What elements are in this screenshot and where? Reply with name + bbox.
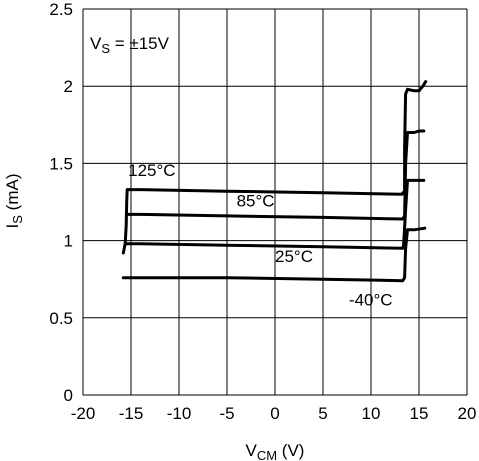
curve-label-1: 85°C: [237, 192, 275, 211]
y-tick-labels: 0 0.5 1 1.5 2 2.5: [49, 0, 73, 405]
supply-annotation: VS = ±15V: [90, 34, 170, 56]
y-axis-title: IS (mA): [3, 174, 25, 229]
series-group: [121, 80, 428, 283]
y-axis-title-rest: (mA): [3, 174, 22, 216]
x-tick-label-6: 10: [362, 404, 381, 423]
supply-annotation-sub: S: [101, 41, 110, 56]
grid: [82, 8, 468, 396]
x-axis-title-rest: (V): [277, 441, 304, 460]
x-tick-label-2: -10: [167, 404, 192, 423]
curve-label-3: -40°C: [349, 290, 393, 309]
x-tick-label-4: 0: [270, 404, 279, 423]
curve-labels: 125°C 85°C 25°C -40°C: [128, 161, 392, 310]
y-tick-label-1: 0.5: [49, 309, 73, 328]
curve-label-2: 25°C: [275, 247, 313, 266]
series-line-2: [123, 178, 426, 250]
x-axis-title-sub: CM: [257, 448, 277, 461]
y-tick-label-0: 0: [64, 386, 73, 405]
supply-annotation-main: V: [90, 34, 102, 53]
supply-annotation-rest: = ±15V: [110, 34, 170, 53]
x-tick-label-7: 15: [410, 404, 429, 423]
x-tick-labels: -20 -15 -10 -5 0 5 10 15 20: [71, 404, 477, 423]
y-tick-label-5: 2.5: [49, 0, 73, 19]
series-line-0: [121, 80, 428, 255]
x-tick-label-8: 20: [458, 404, 477, 423]
x-tick-label-3: -5: [219, 404, 234, 423]
x-axis-title-main: V: [246, 441, 258, 460]
x-axis-title: VCM (V): [246, 441, 305, 461]
x-tick-label-0: -20: [71, 404, 96, 423]
series-line-3: [121, 226, 427, 283]
y-axis-title-sub: S: [10, 215, 25, 224]
x-tick-label-1: -15: [119, 404, 144, 423]
y-tick-label-3: 1.5: [49, 154, 73, 173]
x-tick-label-5: 5: [318, 404, 327, 423]
y-axis-title-main: I: [3, 224, 22, 229]
curve-label-0: 125°C: [128, 161, 175, 180]
y-tick-label-2: 1: [64, 232, 73, 251]
y-tick-label-4: 2: [64, 77, 73, 96]
